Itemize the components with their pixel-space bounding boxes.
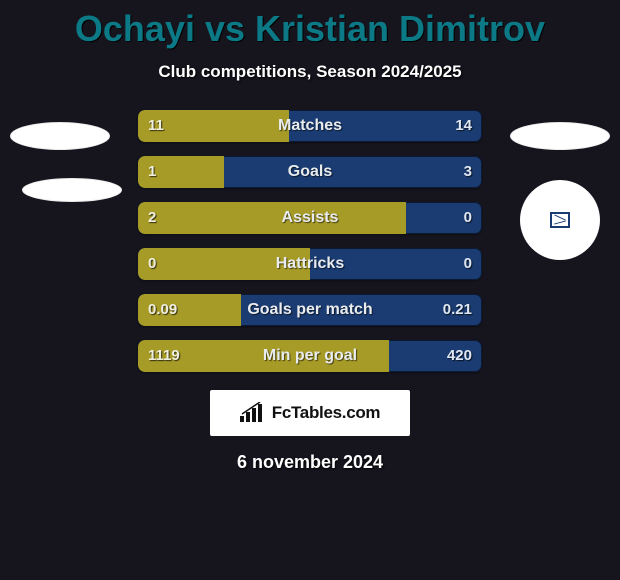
stat-label: Min per goal: [138, 340, 482, 372]
stat-right-value: 3: [464, 156, 472, 188]
logo-text: FcTables.com: [272, 403, 381, 423]
page-title: Ochayi vs Kristian Dimitrov: [0, 0, 620, 50]
stat-label: Assists: [138, 202, 482, 234]
stat-row: 1Goals3: [138, 156, 482, 188]
stat-right-value: 0.21: [443, 294, 472, 326]
right-avatar-placeholder-2: [520, 180, 600, 260]
stat-label: Goals per match: [138, 294, 482, 326]
stat-label: Matches: [138, 110, 482, 142]
fctables-logo: FcTables.com: [210, 390, 410, 436]
date: 6 november 2024: [0, 452, 620, 473]
bar-chart-icon: [240, 402, 266, 424]
stat-label: Goals: [138, 156, 482, 188]
stat-row: 0.09Goals per match0.21: [138, 294, 482, 326]
stat-right-value: 0: [464, 248, 472, 280]
stat-right-value: 14: [455, 110, 472, 142]
stat-row: 11Matches14: [138, 110, 482, 142]
stat-right-value: 0: [464, 202, 472, 234]
left-avatar-placeholder-2: [22, 178, 122, 202]
stat-label: Hattricks: [138, 248, 482, 280]
left-avatar-placeholder-1: [10, 122, 110, 150]
stat-row: 0Hattricks0: [138, 248, 482, 280]
stat-row: 1119Min per goal420: [138, 340, 482, 372]
stats-panel: 11Matches141Goals32Assists00Hattricks00.…: [138, 110, 482, 372]
broken-image-icon: [550, 212, 570, 228]
right-avatar-placeholder-1: [510, 122, 610, 150]
subtitle: Club competitions, Season 2024/2025: [0, 62, 620, 82]
stat-right-value: 420: [447, 340, 472, 372]
stat-row: 2Assists0: [138, 202, 482, 234]
